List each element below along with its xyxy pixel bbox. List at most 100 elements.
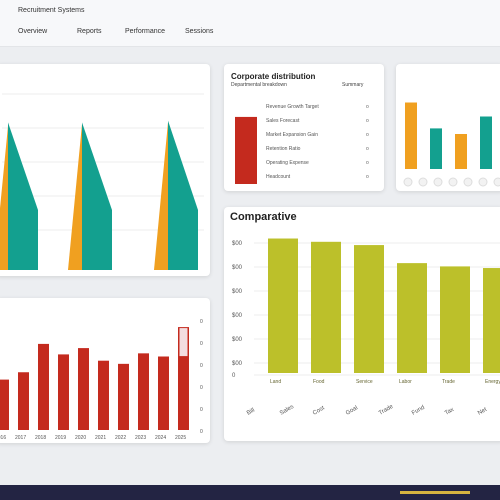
app-header: Recruitment Systems Overview Reports Per…: [0, 0, 500, 47]
x-tick-label: 2018: [35, 435, 46, 441]
nav-item-sessions[interactable]: Sessions: [185, 28, 214, 35]
x-tick-label: 2025: [175, 435, 186, 441]
red-bar: [178, 327, 189, 430]
y-tick-label: $00: [232, 361, 243, 367]
pager-dot: [433, 177, 443, 187]
pager-dot: [478, 177, 488, 187]
x-tick-label: 2022: [115, 435, 126, 441]
comparative-panel: Comparative $00 $00 $00 $00 $00 $00 0 Land Food S…: [224, 207, 500, 441]
legend-row: Retention Ratio: [266, 146, 301, 152]
bottom-accent-strip: [400, 491, 470, 494]
legend-row: Sales Forecast: [266, 118, 300, 124]
x-tick-label: Energy: [485, 379, 500, 385]
app-title: Recruitment Systems: [18, 7, 85, 14]
comparative-bar: [440, 266, 470, 373]
category-label: Net: [477, 407, 488, 417]
x-tick-label: Trade: [442, 379, 455, 385]
x-tick-label: Service: [356, 379, 373, 385]
comparative-bar: [268, 238, 298, 373]
legend-panel-summary: Summary: [342, 82, 364, 88]
legend-row: Market Expansion Gain: [266, 132, 318, 138]
red-bar: [0, 379, 9, 430]
y-tick-label: $00: [232, 241, 243, 247]
legend-row-marker-icon: o: [366, 118, 369, 124]
y-tick-label: 0: [200, 341, 203, 347]
mini-bar: [480, 116, 492, 169]
nav-item-reports[interactable]: Reports: [77, 28, 102, 35]
y-tick-label: 0: [232, 373, 236, 379]
legend-panel-subtitle: Departmental breakdown: [231, 82, 287, 88]
legend-row-marker-icon: o: [366, 104, 369, 110]
red-bar: [58, 354, 69, 430]
x-tick-label: 2024: [155, 435, 166, 441]
area-teal: [82, 122, 112, 271]
area-chart-panel: [0, 64, 210, 276]
legend-row: Revenue Growth Target: [266, 104, 319, 110]
y-tick-label: 0: [200, 385, 203, 391]
x-tick-label: Food: [313, 379, 325, 385]
pager-dot: [403, 177, 413, 187]
mini-bar-chart: [403, 102, 500, 187]
legend-panel: Corporate distribution Departmental brea…: [224, 64, 384, 191]
legend-bar: [235, 116, 257, 184]
mini-bar: [455, 134, 467, 169]
area-chart: [0, 93, 204, 271]
x-tick-label: 2021: [95, 435, 106, 441]
comparative-title: Comparative: [230, 211, 297, 223]
legend-panel-title: Corporate distribution: [231, 72, 316, 81]
category-label: Sales: [279, 404, 295, 417]
legend-row-marker-icon: o: [366, 160, 369, 166]
legend-row: Headcount: [266, 174, 291, 180]
legend-row-marker-icon: o: [366, 132, 369, 138]
y-tick-label: $00: [232, 313, 243, 319]
y-tick-label: 0: [200, 319, 203, 325]
mini-bar-panel: [396, 64, 500, 191]
x-tick-label: 2019: [55, 435, 66, 441]
red-bar: [18, 372, 29, 430]
x-tick-label: 2017: [15, 435, 26, 441]
x-tick-label: Labor: [399, 379, 412, 385]
comparative-bar: [311, 241, 341, 373]
nav-item-overview[interactable]: Overview: [18, 28, 48, 35]
legend-row-marker-icon: o: [366, 174, 369, 180]
x-tick-label: 2020: [75, 435, 86, 441]
red-bar: [38, 343, 49, 430]
red-bar: [98, 360, 109, 430]
x-tick-label: 2023: [135, 435, 146, 441]
category-label: Tax: [444, 407, 455, 417]
area-orange: [0, 126, 8, 270]
area-orange: [154, 122, 168, 271]
mini-bar: [405, 102, 417, 169]
red-bar-panel: 2016 2017 2018 2019 2020 2021 2022 2023 2024 2025…: [0, 298, 210, 443]
mini-bar: [430, 128, 442, 169]
legend-bar-chart: [235, 116, 257, 184]
y-tick-label: $00: [232, 337, 243, 343]
legend-row: Operating Expense: [266, 160, 309, 166]
red-bar: [118, 363, 129, 430]
red-bar: [138, 353, 149, 430]
category-label: Trade: [378, 403, 395, 416]
area-teal: [8, 122, 38, 271]
category-label: Bill: [246, 408, 256, 417]
legend-row-marker-icon: o: [366, 146, 369, 152]
y-tick-label: 0: [200, 407, 203, 413]
pager-dot: [463, 177, 473, 187]
x-tick-label: Land: [270, 379, 281, 385]
red-bar: [78, 348, 89, 430]
y-tick-label: 0: [200, 363, 203, 369]
comparative-bar: [354, 245, 384, 373]
comparative-bar: [397, 263, 427, 373]
comparative-bar: [483, 268, 500, 373]
y-tick-label: 0: [200, 429, 203, 435]
red-bar-chart: 2016 2017 2018 2019 2020 2021 2022 2023 2024 2025…: [0, 319, 203, 441]
pager-dot: [418, 177, 428, 187]
area-orange: [68, 124, 82, 270]
category-label: Fund: [411, 405, 426, 417]
x-tick-label: 2016: [0, 435, 6, 441]
pager-dot: [448, 177, 458, 187]
y-tick-label: $00: [232, 265, 243, 271]
nav-item-performance[interactable]: Performance: [125, 28, 166, 35]
y-tick-label: $00: [232, 289, 243, 295]
red-bar: [158, 356, 169, 430]
category-label: Cost: [312, 405, 326, 417]
